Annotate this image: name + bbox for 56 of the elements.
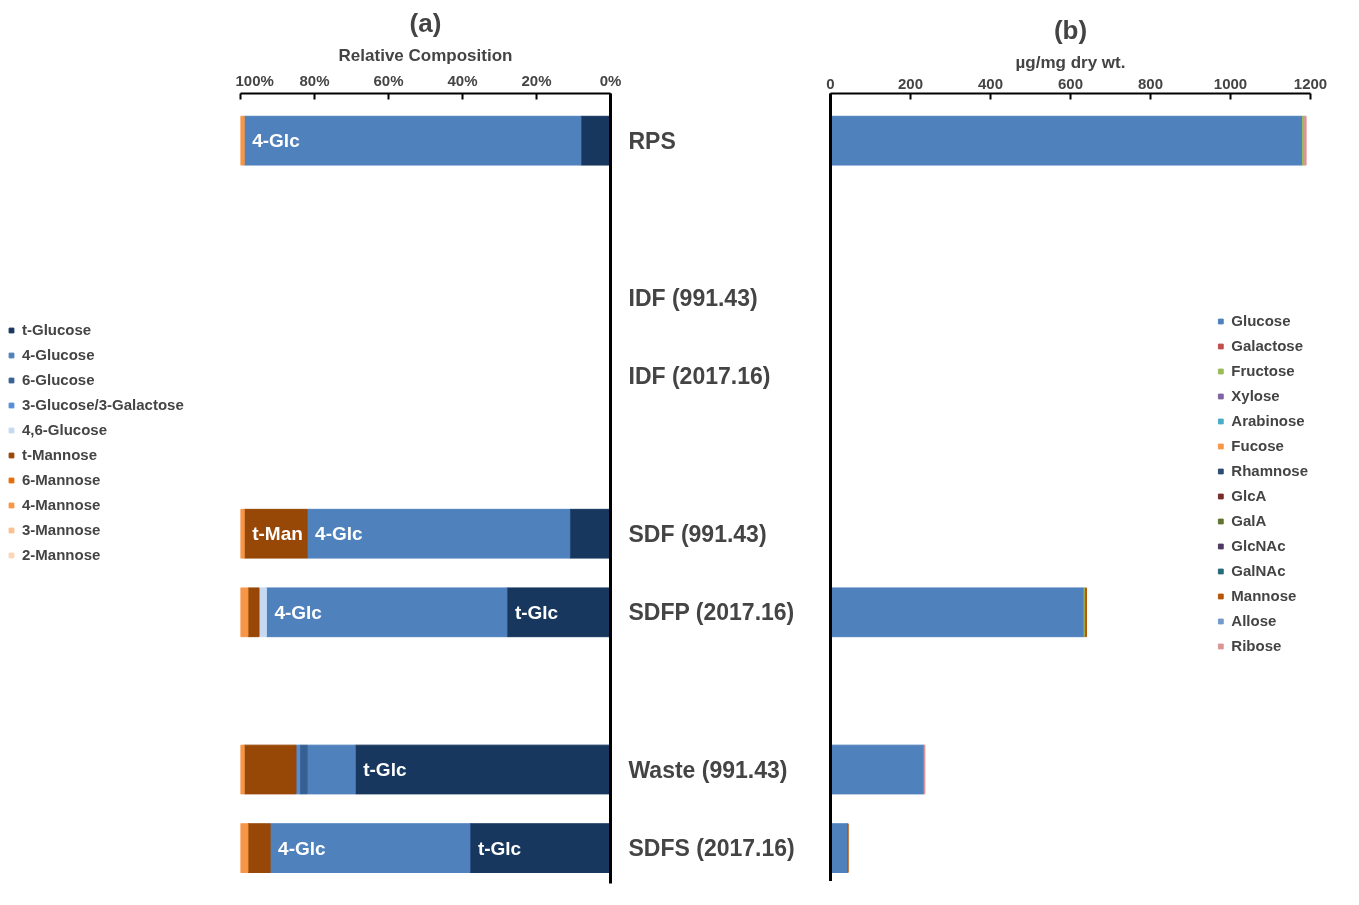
x-tick-label: 100%: [235, 71, 274, 89]
legend-label: GlcA: [1231, 487, 1267, 505]
chart-title: (b): [1053, 14, 1088, 45]
x-tick-label: 800: [1137, 74, 1164, 92]
x-tick-label: 60%: [373, 71, 404, 89]
x-tick-label: 0%: [599, 71, 622, 89]
x-tick-label: 400: [977, 74, 1004, 92]
annotation: t-Glc: [477, 837, 522, 859]
annotation: 4-Glc: [278, 837, 327, 859]
legend-label: Fucose: [1231, 437, 1284, 455]
legend-label: 6-Glucose: [22, 371, 95, 389]
legend-label: t-Mannose: [22, 446, 97, 464]
legend-label: 4,6-Glucose: [22, 421, 108, 439]
legend-label: Fructose: [1231, 362, 1295, 380]
y-tick-label: SDFS (2017.16): [628, 835, 795, 862]
legend-label: GlcNAc: [1231, 537, 1286, 555]
legend-label: Arabinose: [1231, 412, 1305, 430]
y-tick-label: SDF (991.43): [628, 520, 767, 547]
x-tick-label: 1000: [1213, 74, 1248, 92]
legend-label: 2-Mannose: [22, 546, 101, 564]
x-tick-label: 600: [1057, 74, 1084, 92]
legend-label: 4-Glucose: [22, 346, 95, 364]
legend-label: 6-Mannose: [22, 471, 101, 489]
legend-label: t-Glucose: [22, 321, 92, 339]
y-tick-label: Waste (991.43): [628, 756, 788, 783]
legend-label: Mannose: [1231, 587, 1297, 605]
y-tick-label: IDF (991.43): [628, 284, 758, 311]
annotation: 4-Glc: [274, 601, 323, 623]
chart-title: (a): [409, 7, 442, 38]
legend-label: 4-Mannose: [22, 496, 101, 514]
x-axis-title: µg/mg dry wt.: [1015, 52, 1126, 72]
annotation: t-Glc: [363, 759, 407, 781]
legend-label: Rhamnose: [1231, 462, 1308, 480]
legend-label: Galactose: [1231, 337, 1304, 355]
x-tick-label: 80%: [299, 71, 330, 89]
legend-label: Xylose: [1231, 387, 1280, 405]
legend-label: Ribose: [1231, 637, 1282, 655]
legend-label: GalA: [1231, 512, 1267, 530]
annotation: 4-Glc: [315, 523, 364, 545]
x-tick-label: 200: [897, 74, 924, 92]
y-tick-label: SDFP (2017.16): [628, 599, 795, 626]
annotation: t-Glc: [514, 601, 559, 623]
y-tick-label: IDF (2017.16): [628, 363, 771, 390]
legend-label: Glucose: [1231, 312, 1291, 330]
x-tick-label: 40%: [447, 71, 478, 89]
annotation: t-Man: [252, 523, 303, 545]
annotation: 4-Glc: [252, 130, 301, 152]
x-tick-label: 20%: [521, 71, 552, 89]
x-tick-label: 1200: [1293, 74, 1328, 92]
x-tick-label: 0: [826, 74, 835, 92]
legend-label: GalNAc: [1231, 562, 1286, 580]
y-tick-label: RPS: [628, 127, 676, 154]
legend-label: Allose: [1231, 612, 1277, 630]
legend-label: 3-Mannose: [22, 521, 101, 539]
x-axis-title: Relative Composition: [338, 45, 513, 65]
legend-label: 3-Glucose/3-Galactose: [22, 396, 184, 414]
